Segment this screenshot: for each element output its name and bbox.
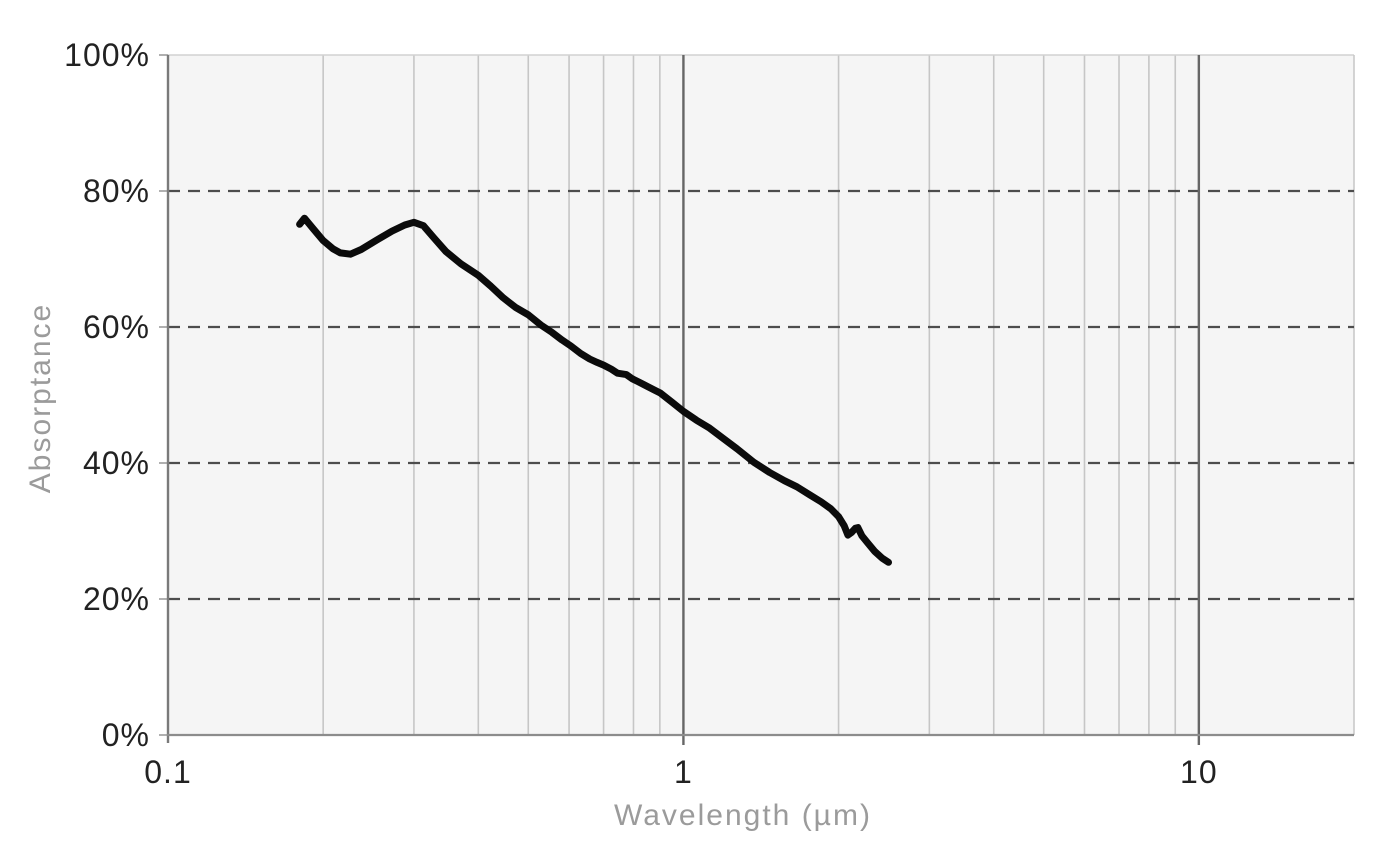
plot-background xyxy=(168,55,1354,735)
y-tick-label: 40% xyxy=(83,445,150,481)
y-tick-label: 0% xyxy=(102,717,150,753)
x-tick-label: 1 xyxy=(674,754,693,790)
y-tick-label: 60% xyxy=(83,309,150,345)
x-tick-label: 0.1 xyxy=(144,754,191,790)
y-tick-label: 20% xyxy=(83,581,150,617)
y-axis-title: Absorptance xyxy=(24,302,57,494)
y-tick-label: 100% xyxy=(64,37,150,73)
y-tick-label: 80% xyxy=(83,173,150,209)
x-axis-title: Wavelength (µm) xyxy=(614,799,872,832)
x-tick-label: 10 xyxy=(1180,754,1218,790)
series-line-absorptance xyxy=(296,214,892,566)
